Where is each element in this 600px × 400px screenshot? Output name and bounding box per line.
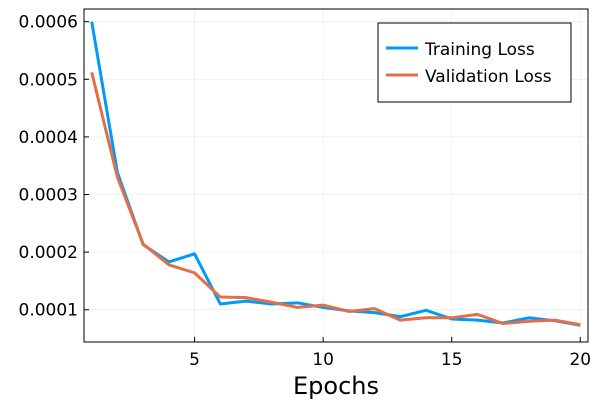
axis-ticks: 5 10 15 20 0.0001 0.0002 0.0003 0.0004 0.0005 0.0… xyxy=(19,13,592,370)
validation-loss-point xyxy=(167,263,170,266)
x-tick-label: 5 xyxy=(189,350,200,370)
legend: Training Loss Validation Loss xyxy=(377,22,572,103)
x-tick-label: 20 xyxy=(569,350,591,370)
y-tick-label: 0.0005 xyxy=(19,70,78,90)
y-tick-label: 0.0004 xyxy=(19,128,78,148)
validation-loss-point xyxy=(219,296,222,299)
plot-frame xyxy=(83,8,589,343)
y-tick-label: 0.0002 xyxy=(19,243,78,263)
series-lines xyxy=(90,20,582,327)
validation-loss-point xyxy=(193,271,196,274)
training-loss-point xyxy=(399,315,402,318)
validation-loss-point xyxy=(245,296,248,299)
x-axis-title: Epochs xyxy=(293,372,379,400)
validation-loss-point xyxy=(270,301,273,304)
training-loss-point xyxy=(90,20,93,23)
validation-loss-line xyxy=(90,72,581,327)
validation-loss-point xyxy=(90,71,93,74)
validation-loss-point xyxy=(373,307,376,310)
x-tick-label: 10 xyxy=(312,350,334,370)
legend-box xyxy=(377,22,572,103)
training-loss-point xyxy=(373,311,376,314)
training-loss-point xyxy=(527,316,530,319)
validation-loss-point xyxy=(502,322,505,325)
x-tick-label: 15 xyxy=(441,350,463,370)
validation-loss-point xyxy=(527,320,530,323)
training-loss-point xyxy=(476,319,479,322)
validation-loss-point xyxy=(450,316,453,319)
validation-loss-point xyxy=(425,316,428,319)
validation-loss-point xyxy=(579,323,582,326)
training-loss-point xyxy=(425,309,428,312)
training-loss-point xyxy=(193,252,196,255)
training-loss-point xyxy=(245,300,248,303)
validation-loss-point xyxy=(322,304,325,307)
training-loss-point xyxy=(296,301,299,304)
validation-loss-point xyxy=(347,310,350,313)
validation-loss-point xyxy=(296,306,299,309)
y-tick-label: 0.0001 xyxy=(19,301,78,321)
validation-loss-point xyxy=(116,176,119,179)
y-tick-label: 0.0006 xyxy=(19,13,78,33)
legend-label-training: Training Loss xyxy=(424,40,535,60)
validation-loss-point xyxy=(476,313,479,316)
validation-loss-point xyxy=(553,319,556,322)
legend-label-validation: Validation Loss xyxy=(425,67,552,87)
validation-loss-point xyxy=(399,319,402,322)
training-loss-point xyxy=(219,302,222,305)
validation-loss-point xyxy=(142,243,145,246)
y-tick-label: 0.0003 xyxy=(19,186,78,206)
